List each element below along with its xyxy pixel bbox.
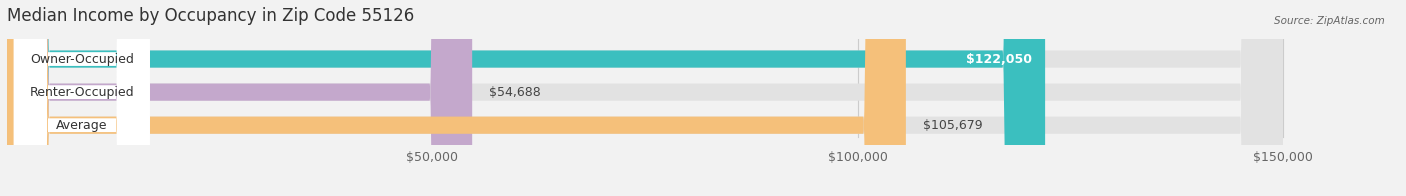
FancyBboxPatch shape xyxy=(7,0,1282,196)
FancyBboxPatch shape xyxy=(7,0,1282,196)
FancyBboxPatch shape xyxy=(14,0,150,196)
FancyBboxPatch shape xyxy=(14,0,150,196)
FancyBboxPatch shape xyxy=(7,0,1045,196)
Text: Owner-Occupied: Owner-Occupied xyxy=(30,53,134,65)
Text: $105,679: $105,679 xyxy=(922,119,983,132)
FancyBboxPatch shape xyxy=(7,0,905,196)
Text: Source: ZipAtlas.com: Source: ZipAtlas.com xyxy=(1274,16,1385,26)
Text: $54,688: $54,688 xyxy=(489,86,541,99)
Text: Renter-Occupied: Renter-Occupied xyxy=(30,86,134,99)
Text: $122,050: $122,050 xyxy=(966,53,1032,65)
FancyBboxPatch shape xyxy=(14,0,150,196)
Text: Average: Average xyxy=(56,119,108,132)
FancyBboxPatch shape xyxy=(7,0,1282,196)
FancyBboxPatch shape xyxy=(7,0,472,196)
Text: Median Income by Occupancy in Zip Code 55126: Median Income by Occupancy in Zip Code 5… xyxy=(7,7,415,25)
